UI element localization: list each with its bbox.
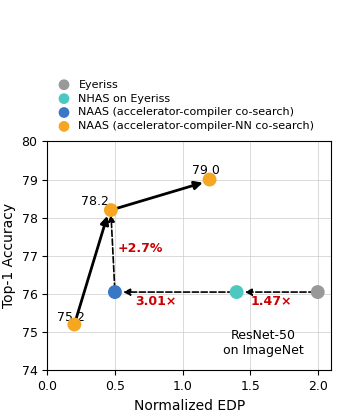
Point xyxy=(207,176,212,183)
Text: +2.7%: +2.7% xyxy=(118,242,163,255)
Text: 1.47×: 1.47× xyxy=(250,295,292,308)
Text: 78.2: 78.2 xyxy=(81,195,109,208)
Y-axis label: Top-1 Accuracy: Top-1 Accuracy xyxy=(2,203,16,308)
Point xyxy=(112,289,118,295)
Text: ResNet-50
on ImageNet: ResNet-50 on ImageNet xyxy=(223,329,304,357)
Point xyxy=(315,289,320,295)
X-axis label: Normalized EDP: Normalized EDP xyxy=(134,399,245,413)
Point xyxy=(72,321,77,328)
Text: 79.0: 79.0 xyxy=(192,164,220,177)
Text: 3.01×: 3.01× xyxy=(135,295,176,308)
Legend: Eyeriss, NHAS on Eyeriss, NAAS (accelerator-compiler co-search), NAAS (accelerat: Eyeriss, NHAS on Eyeriss, NAAS (accelera… xyxy=(53,79,314,131)
Point xyxy=(108,207,114,213)
Point xyxy=(234,289,239,295)
Text: 75.2: 75.2 xyxy=(57,311,84,324)
